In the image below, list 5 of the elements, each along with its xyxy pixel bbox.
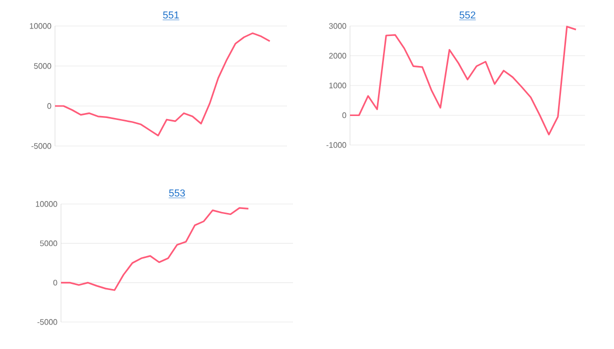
chart-title: 552 [460, 11, 476, 19]
line-series [349, 26, 577, 136]
chart-title: 551 [163, 12, 179, 19]
chart-title: 553 [169, 189, 185, 197]
line-series [60, 207, 250, 291]
